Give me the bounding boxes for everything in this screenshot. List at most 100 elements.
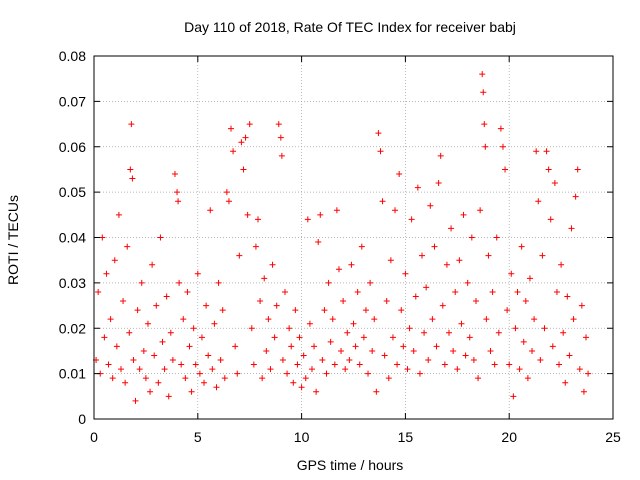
- data-point: [149, 261, 156, 268]
- data-point: [454, 366, 461, 373]
- data-point: [497, 125, 504, 132]
- data-point: [236, 252, 243, 259]
- data-point: [580, 388, 587, 395]
- data-point: [327, 338, 334, 345]
- data-point: [138, 279, 145, 286]
- data-point: [182, 375, 189, 382]
- data-point: [331, 361, 338, 368]
- data-point: [155, 379, 162, 386]
- data-point: [325, 279, 332, 286]
- data-point: [321, 307, 328, 314]
- data-point: [140, 347, 147, 354]
- data-point: [535, 198, 542, 205]
- data-point: [219, 307, 226, 314]
- data-point: [335, 266, 342, 273]
- y-tick-label: 0: [78, 411, 86, 427]
- grid-lines: [94, 56, 613, 419]
- data-point: [352, 343, 359, 350]
- data-point: [246, 121, 253, 128]
- data-point: [296, 334, 303, 341]
- data-point: [456, 257, 463, 264]
- data-point: [489, 288, 496, 295]
- data-point: [211, 320, 218, 327]
- data-point: [126, 329, 133, 336]
- data-point: [221, 375, 228, 382]
- data-point: [408, 216, 415, 223]
- data-point: [387, 257, 394, 264]
- data-point: [576, 366, 583, 373]
- data-point: [161, 366, 168, 373]
- data-point: [472, 298, 479, 305]
- data-point: [127, 166, 134, 173]
- data-point: [510, 393, 517, 400]
- data-point: [404, 366, 411, 373]
- data-point: [313, 388, 320, 395]
- data-point: [238, 139, 245, 146]
- data-point: [350, 320, 357, 327]
- data-point: [103, 270, 110, 277]
- data-point: [433, 343, 440, 350]
- chart-title: Day 110 of 2018, Rate Of TEC Index for r…: [184, 19, 516, 35]
- data-point: [186, 343, 193, 350]
- data-point: [308, 366, 315, 373]
- data-point: [248, 325, 255, 332]
- x-tick-label: 10: [294, 429, 310, 445]
- data-point: [284, 370, 291, 377]
- y-tick-label: 0.06: [59, 139, 86, 155]
- data-point: [421, 329, 428, 336]
- data-point: [165, 393, 172, 400]
- data-point: [242, 134, 249, 141]
- data-point: [203, 302, 210, 309]
- data-point: [495, 329, 502, 336]
- data-point: [217, 357, 224, 364]
- data-point: [117, 366, 124, 373]
- data-point: [136, 366, 143, 373]
- data-point: [466, 334, 473, 341]
- data-point: [263, 347, 270, 354]
- data-point: [416, 370, 423, 377]
- data-point: [113, 343, 120, 350]
- data-point: [529, 347, 536, 354]
- data-point: [342, 366, 349, 373]
- data-point: [302, 375, 309, 382]
- y-tick-label: 0.05: [59, 184, 86, 200]
- data-point: [196, 370, 203, 377]
- data-point: [157, 234, 164, 241]
- data-point: [292, 307, 299, 314]
- data-point: [252, 243, 259, 250]
- data-point: [159, 338, 166, 345]
- data-point: [572, 193, 579, 200]
- data-point: [175, 198, 182, 205]
- data-point: [184, 288, 191, 295]
- data-point: [105, 361, 112, 368]
- data-point: [564, 293, 571, 300]
- data-point: [423, 284, 430, 291]
- data-point: [250, 361, 257, 368]
- data-point: [514, 288, 521, 295]
- data-point: [288, 343, 295, 350]
- data-point: [354, 288, 361, 295]
- data-point: [553, 288, 560, 295]
- data-point: [371, 316, 378, 323]
- y-tick-label: 0.07: [59, 93, 86, 109]
- x-tick-label: 20: [501, 429, 517, 445]
- data-point: [329, 316, 336, 323]
- data-point: [278, 152, 285, 159]
- data-point: [545, 166, 552, 173]
- data-point: [458, 320, 465, 327]
- data-point: [207, 207, 214, 214]
- data-point: [396, 170, 403, 177]
- data-point: [526, 275, 533, 282]
- data-point: [304, 216, 311, 223]
- data-point: [130, 357, 137, 364]
- data-point: [512, 325, 519, 332]
- data-point: [107, 316, 114, 323]
- data-point: [232, 343, 239, 350]
- data-point: [558, 261, 565, 268]
- data-point: [412, 293, 419, 300]
- data-point: [358, 243, 365, 250]
- data-point: [481, 121, 488, 128]
- data-point: [551, 180, 558, 187]
- data-point: [445, 329, 452, 336]
- data-point: [504, 307, 511, 314]
